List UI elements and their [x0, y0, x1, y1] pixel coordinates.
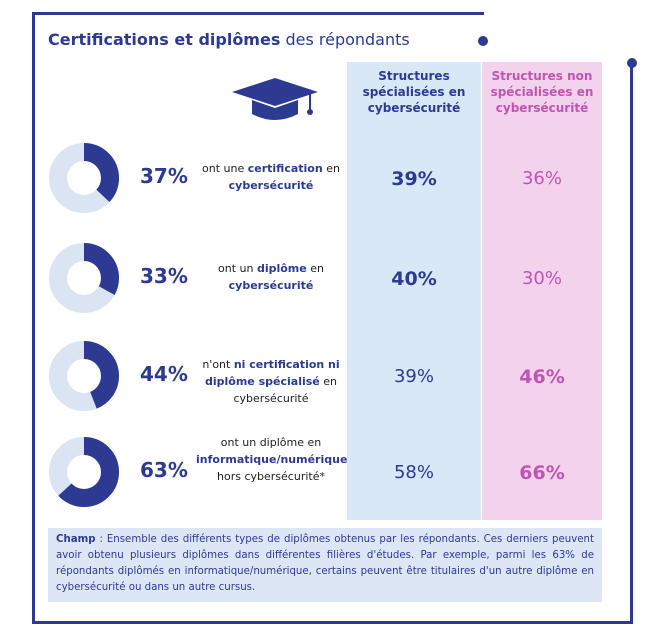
desc-text: cybersécurité — [233, 392, 309, 405]
donut-chart — [49, 341, 119, 411]
desc-highlight: cybersécurité — [228, 179, 314, 192]
donut-slice — [49, 437, 119, 507]
non-specialized-column-bg — [482, 62, 602, 520]
frame-left-line — [32, 12, 35, 624]
donut-chart — [49, 143, 119, 213]
specialized-value: 40% — [391, 268, 437, 290]
row-description: n'ont ni certification ni diplôme spécia… — [196, 356, 346, 407]
row-description: ont un diplôme en cybersécurité — [196, 260, 346, 294]
specialized-value: 39% — [391, 168, 437, 190]
donut-slice — [49, 143, 119, 213]
desc-text: en — [322, 162, 340, 175]
desc-text: n'ont — [202, 358, 234, 371]
non-specialized-value: 30% — [521, 268, 562, 289]
desc-highlight: cybersécurité — [228, 279, 314, 292]
frame-dot — [478, 36, 488, 46]
overall-percentage: 44% — [140, 362, 188, 386]
frame-dot — [627, 58, 637, 68]
table-row: 37% ont une certification en cybersécurit… — [0, 134, 664, 224]
specialized-value: 58% — [393, 462, 434, 483]
title-rest: des répondants — [280, 30, 410, 49]
specialized-column-bg — [347, 62, 481, 520]
non-specialized-value: 46% — [519, 366, 565, 388]
desc-highlight: diplôme — [256, 262, 307, 275]
note-text: : Ensemble des différents types de diplô… — [56, 534, 594, 593]
table-row: 63% ont un diplôme en informatique/numériq… — [0, 428, 664, 518]
scope-note: Champ : Ensemble des différents types de… — [48, 528, 602, 602]
non-specialized-value: 36% — [521, 168, 562, 189]
note-label: Champ — [56, 534, 96, 545]
non-specialized-column-header: Structures non spécialisées en cybersécu… — [490, 69, 594, 115]
overall-percentage: 33% — [140, 264, 188, 288]
specialized-value: 39% — [393, 366, 434, 387]
donut-chart — [49, 243, 119, 313]
donut-chart — [49, 437, 119, 507]
desc-highlight: informatique/numérique — [196, 453, 348, 466]
donut-slice — [49, 341, 119, 411]
frame-bottom-line — [32, 621, 632, 624]
non-specialized-value: 66% — [519, 462, 565, 484]
donut-slice — [49, 243, 119, 313]
table-row: 33% ont un diplôme en cybersécurité 40% 30% — [0, 234, 664, 324]
overall-percentage: 63% — [140, 458, 188, 482]
row-description: ont une certification en cybersécurité — [196, 160, 346, 194]
desc-text: en — [319, 375, 337, 388]
table-row: 44% n'ont ni certification ni diplôme spé… — [0, 332, 664, 422]
desc-text: ont une — [202, 162, 248, 175]
desc-text: ont un diplôme en — [220, 436, 322, 449]
desc-highlight: ni certification ni diplôme spécialisé — [205, 358, 340, 388]
desc-text: hors cybersécurité* — [217, 470, 325, 483]
frame-right-line — [630, 64, 633, 624]
desc-text: en — [306, 262, 324, 275]
row-description: ont un diplôme en informatique/numérique h… — [196, 434, 348, 485]
desc-text: ont un — [218, 262, 257, 275]
overall-percentage: 37% — [140, 164, 188, 188]
graduation-cap-icon — [232, 78, 318, 120]
page-title: Certifications et diplômes des répondant… — [48, 30, 410, 49]
desc-highlight: certification — [247, 162, 323, 175]
specialized-column-header: Structures spécialisées en cybersécurité — [362, 69, 466, 115]
title-bold: Certifications et diplômes — [48, 30, 281, 49]
frame-top-line — [32, 12, 484, 15]
